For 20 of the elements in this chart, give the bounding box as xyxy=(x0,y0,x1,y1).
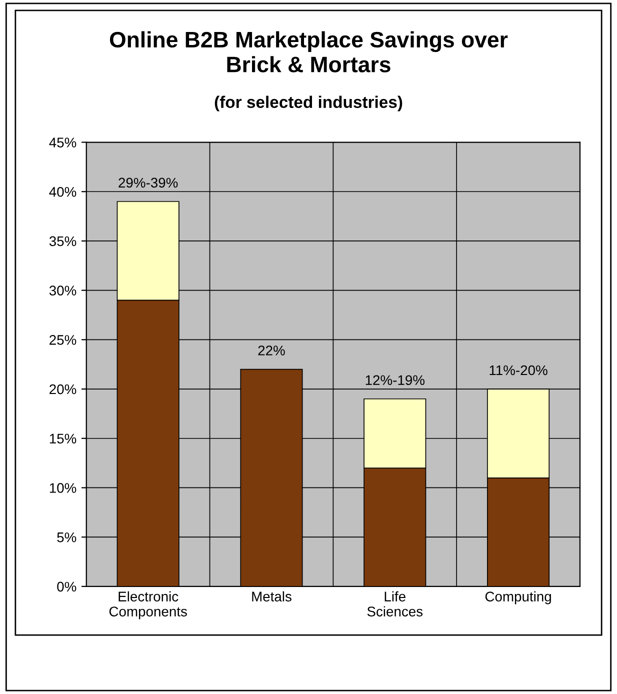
x-tick-label: Electronic Components xyxy=(109,591,187,620)
y-tick-label: 45% xyxy=(49,138,76,148)
annotation: 11%-20% xyxy=(490,365,548,376)
annotation: 22% xyxy=(258,346,285,356)
y-tick-label: 5% xyxy=(57,532,76,542)
chart-subtitle: (for selected industries) xyxy=(214,96,402,112)
x-tick-label: Computing xyxy=(485,591,551,604)
annotation: 29%-39% xyxy=(118,178,178,188)
y-tick-label: 40% xyxy=(49,186,76,197)
y-tick-label: 10% xyxy=(50,483,76,493)
x-tick-label: Metals xyxy=(252,591,292,602)
x-tick-label: Life Sciences xyxy=(367,591,423,616)
y-tick-label: 25% xyxy=(50,335,76,345)
y-tick-label: 30% xyxy=(49,286,76,296)
y-tick-label: 35% xyxy=(49,236,76,246)
y-tick-label: 15% xyxy=(50,434,76,444)
annotation: 12%-19% xyxy=(366,375,424,386)
y-tick-label: 0% xyxy=(57,582,76,592)
y-tick-label: 20% xyxy=(50,384,76,394)
chart-title: Online B2B Marketplace Savings over Brick & Mortars xyxy=(110,31,508,72)
